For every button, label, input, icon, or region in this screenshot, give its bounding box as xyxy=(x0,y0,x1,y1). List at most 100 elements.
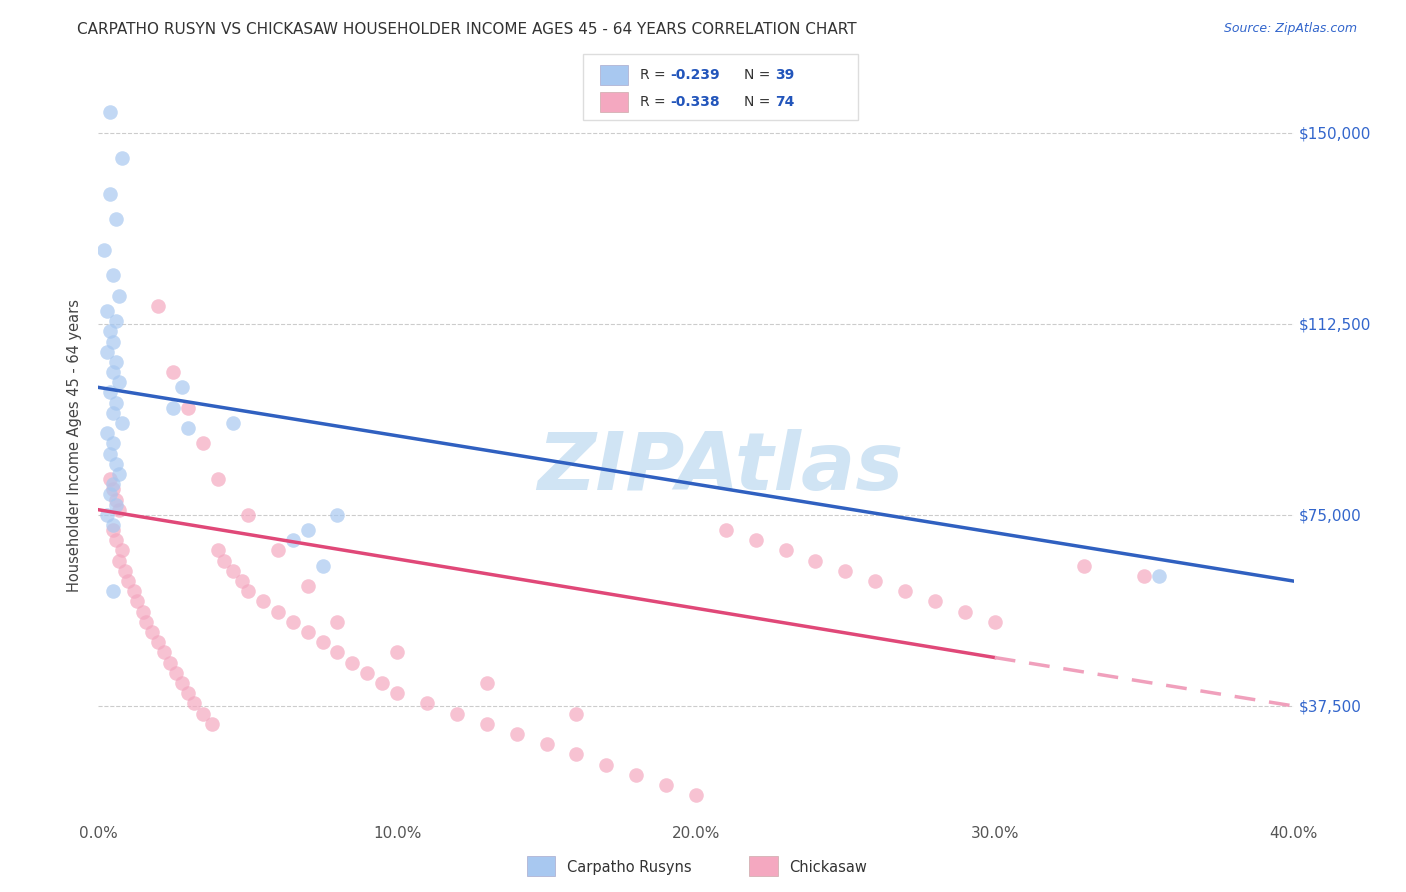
Point xyxy=(984,615,1007,629)
Text: Carpatho Rusyns: Carpatho Rusyns xyxy=(567,860,692,874)
Point xyxy=(103,406,125,420)
Point xyxy=(93,243,115,257)
Text: ZIPAtlas: ZIPAtlas xyxy=(537,429,903,508)
Point xyxy=(536,737,558,751)
Point xyxy=(141,625,163,640)
Point xyxy=(96,426,118,441)
Point xyxy=(148,635,170,649)
Point xyxy=(775,543,797,558)
Point xyxy=(98,186,122,201)
Point xyxy=(745,533,768,548)
Point xyxy=(236,508,259,522)
Text: 74: 74 xyxy=(775,95,794,109)
Point xyxy=(108,288,131,302)
Point xyxy=(953,605,976,619)
Text: R =: R = xyxy=(640,68,669,82)
Point xyxy=(191,436,214,450)
Point xyxy=(595,757,617,772)
Point xyxy=(222,416,245,430)
Point xyxy=(98,487,122,501)
Point xyxy=(127,594,149,608)
Point xyxy=(103,584,125,599)
Point xyxy=(98,472,122,486)
Point xyxy=(117,574,139,588)
Point xyxy=(565,706,588,721)
Point xyxy=(297,523,319,537)
Point xyxy=(108,467,131,481)
Point xyxy=(685,788,707,802)
Point xyxy=(148,299,170,313)
Point xyxy=(183,697,205,711)
Point xyxy=(162,401,184,415)
Point xyxy=(267,543,290,558)
Point xyxy=(172,380,194,394)
Text: R =: R = xyxy=(640,95,669,109)
Point xyxy=(159,656,181,670)
Point xyxy=(96,344,118,359)
Point xyxy=(231,574,253,588)
Point xyxy=(281,615,304,629)
Text: CARPATHO RUSYN VS CHICKASAW HOUSEHOLDER INCOME AGES 45 - 64 YEARS CORRELATION CH: CARPATHO RUSYN VS CHICKASAW HOUSEHOLDER … xyxy=(77,22,856,37)
Point xyxy=(207,543,229,558)
Point xyxy=(105,314,128,328)
Point xyxy=(98,324,122,338)
Point xyxy=(135,615,157,629)
Point xyxy=(177,421,200,435)
Point xyxy=(111,543,134,558)
Point xyxy=(804,554,827,568)
Point xyxy=(281,533,304,548)
Point xyxy=(371,676,394,690)
Point xyxy=(105,212,128,227)
Point xyxy=(96,304,118,318)
Point xyxy=(98,447,122,461)
Point xyxy=(1147,569,1170,583)
Text: Chickasaw: Chickasaw xyxy=(789,860,866,874)
Point xyxy=(103,477,125,491)
Point xyxy=(297,625,319,640)
Point xyxy=(385,645,409,659)
Point xyxy=(894,584,917,599)
Point xyxy=(103,436,125,450)
Point xyxy=(105,395,128,409)
Text: N =: N = xyxy=(744,95,775,109)
Y-axis label: Householder Income Ages 45 - 64 years: Householder Income Ages 45 - 64 years xyxy=(67,300,83,592)
Point xyxy=(1073,558,1095,573)
Point xyxy=(108,554,131,568)
Point xyxy=(236,584,259,599)
Point xyxy=(105,457,128,471)
Point xyxy=(111,151,134,165)
Point xyxy=(162,365,184,379)
Point xyxy=(201,716,224,731)
Point xyxy=(326,615,349,629)
Point xyxy=(98,385,122,400)
Point xyxy=(108,502,131,516)
Point xyxy=(111,416,134,430)
Point xyxy=(212,554,235,568)
Point xyxy=(132,605,155,619)
Point xyxy=(222,564,245,578)
Point xyxy=(865,574,887,588)
Point xyxy=(356,665,378,680)
Point xyxy=(177,401,200,415)
Point xyxy=(1133,569,1156,583)
Point xyxy=(342,656,364,670)
Point xyxy=(297,579,319,593)
Point xyxy=(153,645,176,659)
Text: N =: N = xyxy=(744,68,775,82)
Point xyxy=(103,365,125,379)
Point xyxy=(714,523,737,537)
Point xyxy=(326,508,349,522)
Point xyxy=(177,686,200,700)
Text: 39: 39 xyxy=(775,68,794,82)
Point xyxy=(385,686,409,700)
Point xyxy=(105,492,128,507)
Point xyxy=(416,697,439,711)
Point xyxy=(326,645,349,659)
Point xyxy=(114,564,136,578)
Point xyxy=(267,605,290,619)
Point xyxy=(103,334,125,349)
Point xyxy=(446,706,468,721)
Point xyxy=(108,376,131,390)
Point xyxy=(103,523,125,537)
Point xyxy=(103,268,125,283)
